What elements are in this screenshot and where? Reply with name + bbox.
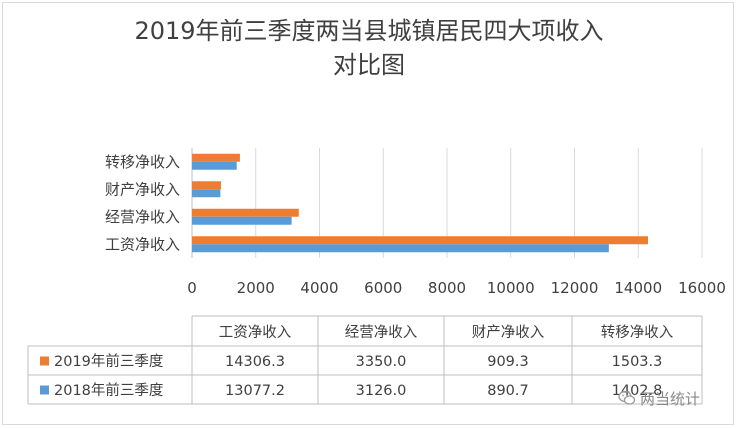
bar — [192, 236, 649, 245]
table-value-cell: 14306.3 — [225, 354, 285, 370]
bar — [192, 208, 299, 217]
wechat-icon — [618, 390, 636, 405]
bar — [192, 189, 221, 198]
bar — [192, 181, 221, 190]
category-label: 经营净收入 — [105, 208, 180, 226]
x-tick-label: 4000 — [300, 279, 338, 297]
x-tick-label: 0 — [187, 279, 197, 297]
x-tick-label: 2000 — [237, 279, 275, 297]
table-value-cell: 1503.3 — [612, 354, 663, 370]
category-label: 财产净收入 — [105, 180, 180, 198]
legend-key — [40, 385, 49, 395]
legend-label: 2018年前三季度 — [54, 382, 163, 399]
table-value-cell: 3126.0 — [356, 383, 407, 399]
category-label: 转移净收入 — [105, 153, 180, 171]
legend-label: 2019年前三季度 — [54, 353, 163, 370]
table-value-cell: 890.7 — [487, 383, 529, 399]
chart-frame — [2, 2, 734, 425]
category-label: 工资净收入 — [105, 235, 180, 253]
bar — [192, 153, 240, 162]
x-tick-label: 10000 — [487, 279, 535, 297]
table-header-cell: 经营净收入 — [345, 324, 418, 341]
x-tick-label: 8000 — [428, 279, 466, 297]
bar — [192, 244, 609, 253]
table-header-cell: 工资净收入 — [219, 324, 292, 341]
x-tick-label: 14000 — [614, 279, 662, 297]
table-value-cell: 13077.2 — [225, 383, 285, 399]
x-tick-label: 6000 — [364, 279, 402, 297]
bar — [192, 216, 292, 225]
table-value-cell: 909.3 — [487, 354, 529, 370]
bar — [192, 161, 237, 170]
chart-title-line1: 2019年前三季度两当县城镇居民四大项收入 — [134, 17, 603, 45]
table-header-cell: 转移净收入 — [601, 324, 674, 341]
x-tick-label: 12000 — [551, 279, 599, 297]
watermark-text: 两当统计 — [640, 389, 701, 408]
table-value-cell: 1402.8 — [612, 383, 663, 399]
x-tick-label: 16000 — [678, 279, 726, 297]
watermark: 两当统计 — [618, 387, 700, 409]
legend-key — [40, 356, 49, 366]
table-header-cell: 财产净收入 — [472, 324, 545, 341]
table-value-cell: 3350.0 — [356, 354, 407, 370]
chart-title-line2: 对比图 — [333, 51, 405, 79]
